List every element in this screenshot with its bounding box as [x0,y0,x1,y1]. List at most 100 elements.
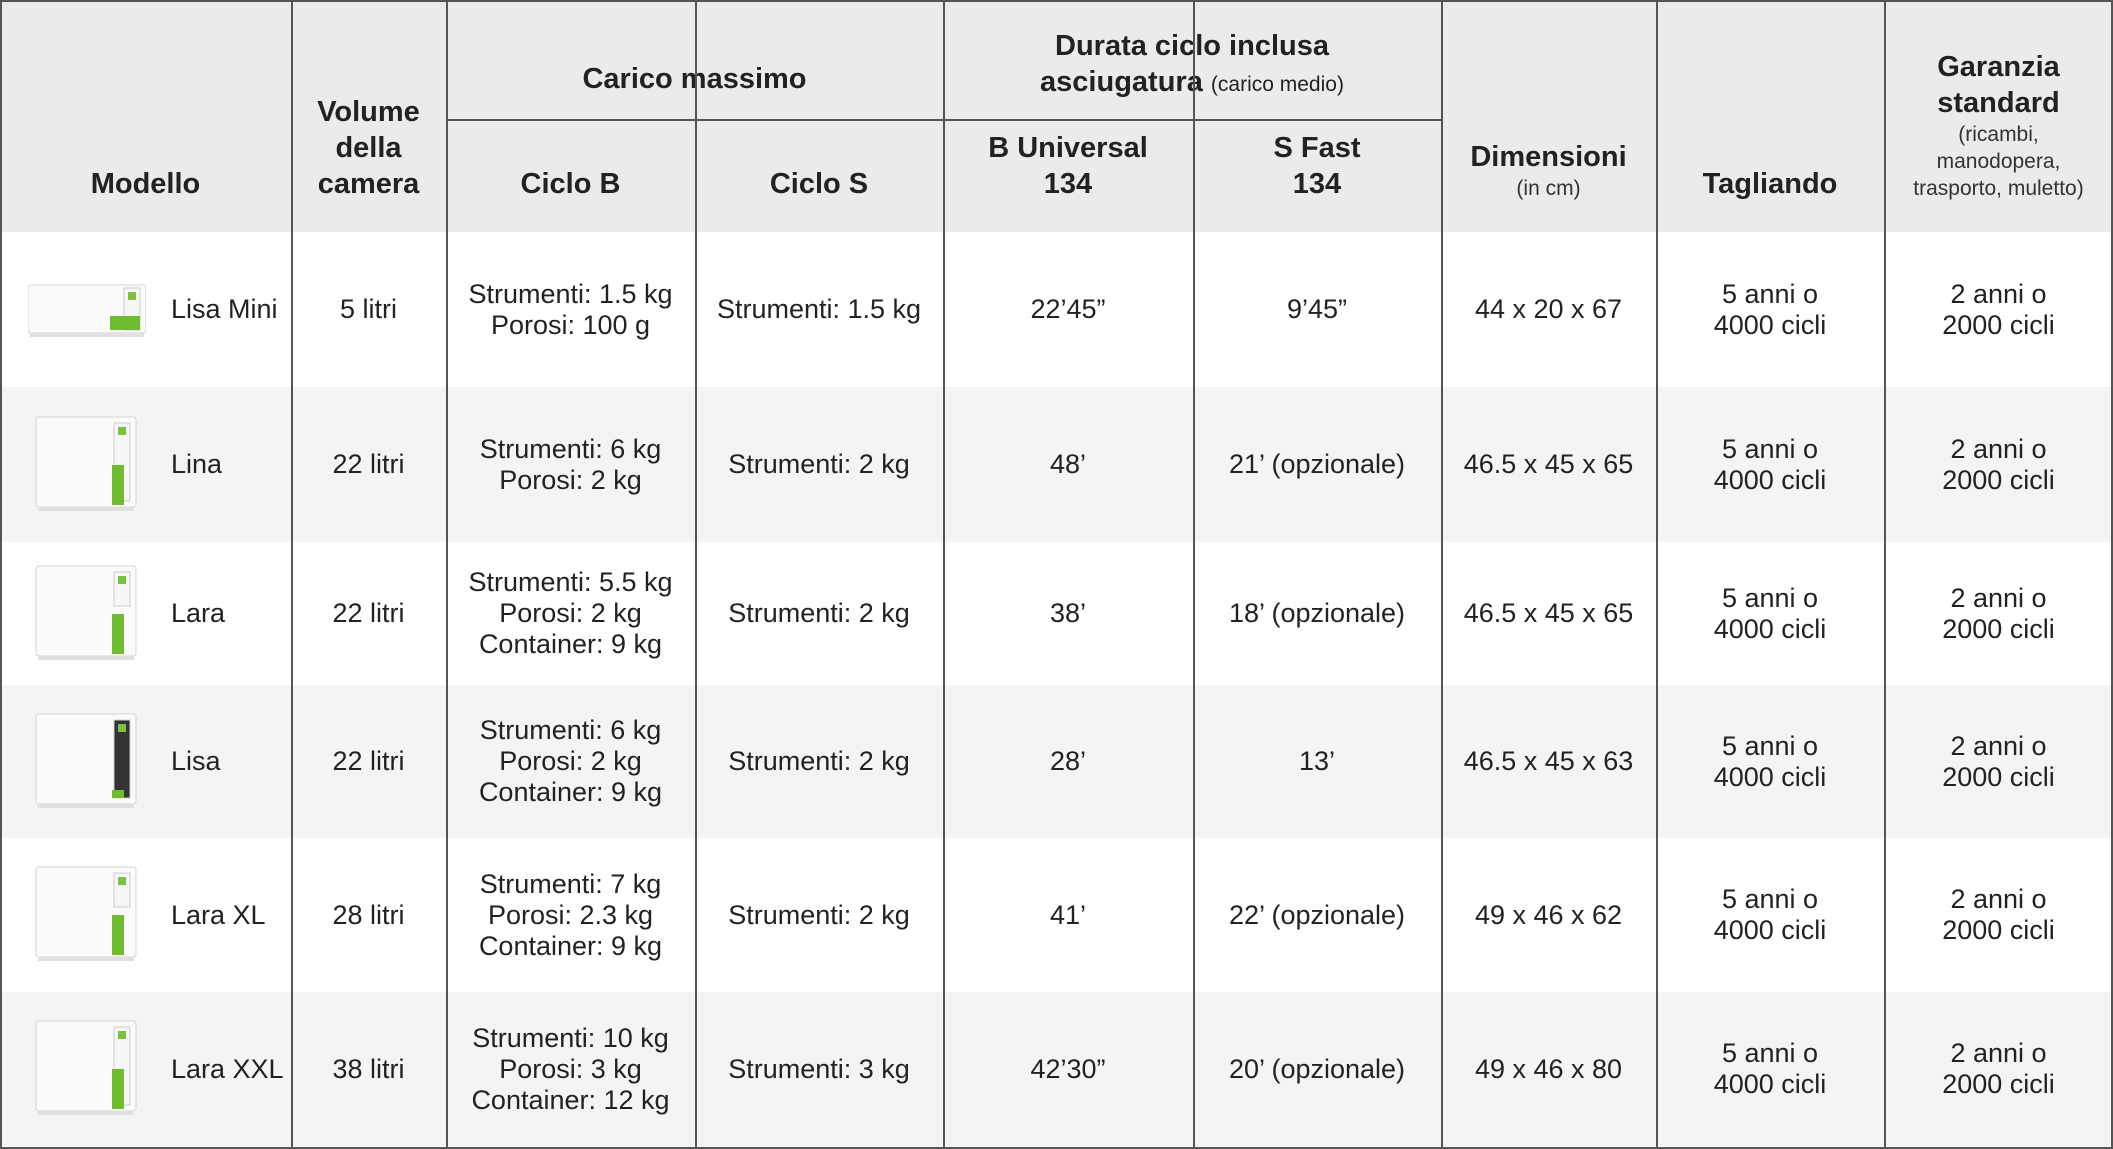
model-name: Lisa Mini [171,294,278,324]
model-cell: Lisa Mini [171,232,291,387]
device-display [128,291,136,300]
cell-text: 4000 cicli [1713,309,1827,340]
cell-text: Strumenti: 6 kg [479,433,662,464]
product-image [28,865,146,965]
tagliando-cell: 5 anni o 4000 cicli [1656,838,1884,992]
column-rule [943,0,945,1149]
header-cell: Tagliando [1656,0,1884,232]
product-icon [35,866,137,961]
device-accent [112,613,124,654]
cell-text: Porosi: 2 kg [499,464,642,495]
s-fast-cell: 21’ (opzionale) [1193,387,1441,542]
header-text: 134 [1043,168,1093,200]
product-image [28,564,146,664]
ciclo-s-cell: Strumenti: 3 kg [695,992,943,1146]
cell-text: Container: 9 kg [478,777,663,807]
cell-text: Strumenti: 6 kg [479,715,662,745]
model-cell: Lara XXL [171,992,291,1146]
ciclo-s-cell: Strumenti: 2 kg [695,387,943,542]
garanzia-cell: 2 anni o 2000 cicli [1884,232,2113,387]
device-base [38,957,134,961]
header-text: Ciclo S [769,168,869,200]
device-display [118,575,126,584]
cell-text: 38 litri [332,1053,405,1084]
cell-text: Strumenti: 2 kg [728,449,910,479]
header-cell: B Universal 134 [943,119,1193,232]
dimensioni-cell: 46.5 x 45 x 63 [1441,685,1656,838]
cell-text: Container: 9 kg [478,930,663,961]
cell-text: 49 x 46 x 62 [1474,899,1623,930]
ciclo-b-cell: Strumenti: 1.5 kg Porosi: 100 g [446,232,695,387]
product-icon [35,713,137,808]
cell-text: Strumenti: 10 kg [472,1022,669,1053]
b-universal-cell: 38’ [943,542,1193,685]
product-image [27,260,147,360]
header-text: asciugatura [1040,66,1203,98]
header-text: Modello [90,168,201,200]
cell-text: 4000 cicli [1713,761,1827,792]
product-icon [27,284,147,337]
header-cell: Dimensioni (in cm) [1441,0,1656,232]
volume-cell: 22 litri [291,387,446,542]
ciclo-b-cell: Strumenti: 6 kg Porosi: 2 kg Container: 9 … [446,685,695,838]
cell-text: 2 anni o [1950,278,2047,309]
tagliando-cell: 5 anni o 4000 cicli [1656,232,1884,387]
cell-text: 22’45” [1030,294,1106,324]
garanzia-cell: 2 anni o 2000 cicli [1884,838,2113,992]
product-icon [35,416,137,511]
cell-text: Strumenti: 1.5 kg [716,294,922,324]
device-base [38,655,134,660]
row-bg [0,992,2113,1146]
volume-cell: 22 litri [291,542,446,685]
cell-text: 22 litri [332,746,405,776]
cell-text: Porosi: 2 kg [499,598,642,628]
cell-text: 2000 cicli [1942,464,2055,495]
tagliando-cell: 5 anni o 4000 cicli [1656,685,1884,838]
model-cell: Lara XL [171,838,291,992]
header-cell: Volume della camera [291,0,446,232]
column-rule [1884,0,1886,1149]
cell-text: 2000 cicli [1942,613,2055,644]
header-cell: Ciclo B [446,119,695,232]
header-text: standard [1937,87,2060,119]
header-text: 134 [1292,168,1342,200]
device-base [38,1111,134,1115]
cell-text: Container: 9 kg [478,629,663,659]
header-text: S Fast [1273,132,1361,164]
model-name: Lara XL [171,899,266,930]
cell-text: 5 anni o [1721,582,1819,613]
header-bg [0,0,2113,232]
ciclo-s-cell: Strumenti: 2 kg [695,838,943,992]
volume-cell: 38 litri [291,992,446,1146]
cell-text: 5 litri [339,294,397,324]
ciclo-b-cell: Strumenti: 10 kg Porosi: 3 kg Container: 1… [446,992,695,1146]
table-rule [0,1147,2113,1149]
product-image [28,415,146,515]
ciclo-s-cell: Strumenti: 2 kg [695,542,943,685]
group-rule [446,119,943,121]
group-rule [943,119,1441,121]
cell-text: 20’ (opzionale) [1228,1053,1406,1084]
row-bg [0,232,2113,387]
volume-cell: 5 litri [291,232,446,387]
header-note: (ricambi, [1958,123,2039,146]
cell-text: 38’ [1049,598,1087,628]
cell-text: 44 x 20 x 67 [1474,294,1623,324]
device-accent [110,315,140,330]
device-accent [112,915,124,955]
ciclo-b-cell: Strumenti: 6 kg Porosi: 2 kg [446,387,695,542]
row-bg [0,387,2113,542]
cell-text: Strumenti: 2 kg [728,899,910,930]
row-bg [0,542,2113,685]
cell-text: 41’ [1049,899,1087,930]
cell-text: 42’30” [1030,1053,1106,1084]
cell-text: 49 x 46 x 80 [1474,1053,1623,1084]
cell-text: 2000 cicli [1942,1069,2055,1099]
tagliando-cell: 5 anni o 4000 cicli [1656,542,1884,685]
cell-text: 4000 cicli [1713,1069,1827,1099]
s-fast-cell: 9’45” [1193,232,1441,387]
cell-text: Porosi: 100 g [490,309,651,340]
header-text-row: asciugatura (carico medio) [1040,64,1344,103]
cell-text: 5 anni o [1721,730,1819,761]
s-fast-cell: 22’ (opzionale) [1193,838,1441,992]
